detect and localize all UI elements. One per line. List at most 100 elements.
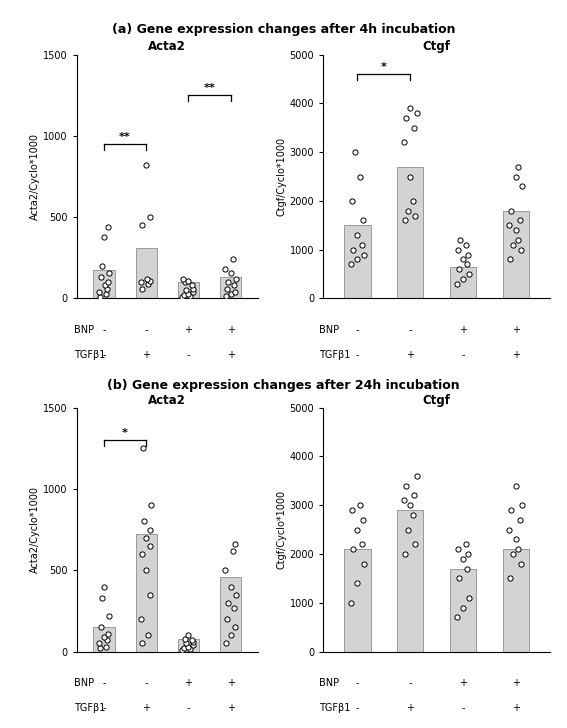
Point xyxy=(228,253,237,265)
Point xyxy=(189,283,198,295)
Point xyxy=(399,137,408,149)
Point xyxy=(184,274,193,286)
Point xyxy=(146,540,155,552)
Text: +: + xyxy=(511,703,520,713)
Text: TGFβ1: TGFβ1 xyxy=(74,349,105,360)
Text: **: ** xyxy=(204,83,215,93)
Point xyxy=(223,283,232,295)
Point xyxy=(346,258,356,270)
Point xyxy=(464,249,473,261)
Point xyxy=(408,195,417,207)
Point xyxy=(96,621,105,633)
Point xyxy=(228,545,237,557)
Point xyxy=(515,215,524,226)
Point xyxy=(400,548,409,560)
Point xyxy=(359,558,369,569)
Y-axis label: Ctgf/Cyclo*1000: Ctgf/Cyclo*1000 xyxy=(277,490,287,569)
Point xyxy=(100,280,109,291)
Point xyxy=(104,277,113,288)
Point xyxy=(142,532,151,544)
Text: -: - xyxy=(187,349,190,360)
Point xyxy=(348,195,357,207)
Point xyxy=(461,539,470,550)
Point xyxy=(518,181,527,192)
Text: +: + xyxy=(459,678,467,689)
Point xyxy=(104,267,113,279)
Point xyxy=(509,548,518,560)
Point xyxy=(514,161,523,173)
Point xyxy=(137,283,146,295)
Text: +: + xyxy=(184,678,192,689)
Text: -: - xyxy=(145,325,148,336)
Bar xyxy=(136,248,156,298)
Point xyxy=(514,543,523,555)
Text: -: - xyxy=(145,678,148,689)
Text: BNP: BNP xyxy=(319,678,340,689)
Text: +: + xyxy=(511,349,520,360)
Point xyxy=(189,636,198,648)
Point xyxy=(231,273,240,285)
Point xyxy=(403,524,412,536)
Point xyxy=(187,634,196,646)
Point xyxy=(515,514,524,526)
Point xyxy=(353,253,362,265)
Bar xyxy=(94,270,115,298)
Point xyxy=(137,220,146,232)
Bar xyxy=(502,549,529,652)
Point xyxy=(180,290,189,301)
Title: Ctgf: Ctgf xyxy=(422,41,451,53)
Point xyxy=(410,490,419,502)
Text: -: - xyxy=(461,349,465,360)
Point xyxy=(401,480,411,491)
Point xyxy=(511,480,521,491)
Point xyxy=(222,638,231,649)
Point xyxy=(137,277,146,288)
Point xyxy=(465,592,474,604)
Text: +: + xyxy=(227,678,235,689)
Point xyxy=(94,638,103,649)
Point xyxy=(104,221,113,233)
Point xyxy=(463,258,472,270)
Text: -: - xyxy=(102,325,105,336)
Point xyxy=(353,229,362,241)
Point xyxy=(454,264,463,275)
Title: Acta2: Acta2 xyxy=(149,41,186,53)
Point xyxy=(405,499,414,511)
Text: -: - xyxy=(356,349,359,360)
Point xyxy=(456,234,465,246)
Point xyxy=(144,630,153,641)
Bar xyxy=(397,167,424,298)
Text: +: + xyxy=(142,349,150,360)
Point xyxy=(230,602,239,614)
Point xyxy=(221,264,230,275)
Point xyxy=(514,234,523,246)
Point xyxy=(146,211,155,223)
Bar xyxy=(450,266,476,298)
Point xyxy=(405,103,414,114)
Bar xyxy=(220,277,241,298)
Point xyxy=(358,215,367,226)
Point xyxy=(99,581,108,593)
Point xyxy=(184,288,193,299)
Point xyxy=(101,288,111,300)
Point xyxy=(230,621,239,633)
Text: +: + xyxy=(227,325,235,336)
Point xyxy=(98,592,107,604)
Text: -: - xyxy=(102,678,105,689)
Point xyxy=(454,572,463,584)
Point xyxy=(147,499,156,511)
Bar xyxy=(178,282,199,298)
Point xyxy=(518,499,527,511)
Point xyxy=(459,553,468,565)
Text: BNP: BNP xyxy=(319,325,340,336)
Point xyxy=(95,643,104,654)
Text: (a) Gene expression changes after 4h incubation: (a) Gene expression changes after 4h inc… xyxy=(112,23,455,36)
Point xyxy=(99,231,108,242)
Text: +: + xyxy=(511,678,520,689)
Point xyxy=(348,505,357,516)
Point xyxy=(103,283,112,295)
Point xyxy=(230,539,239,550)
Point xyxy=(142,273,151,285)
Point xyxy=(403,205,412,216)
Point xyxy=(346,597,356,609)
